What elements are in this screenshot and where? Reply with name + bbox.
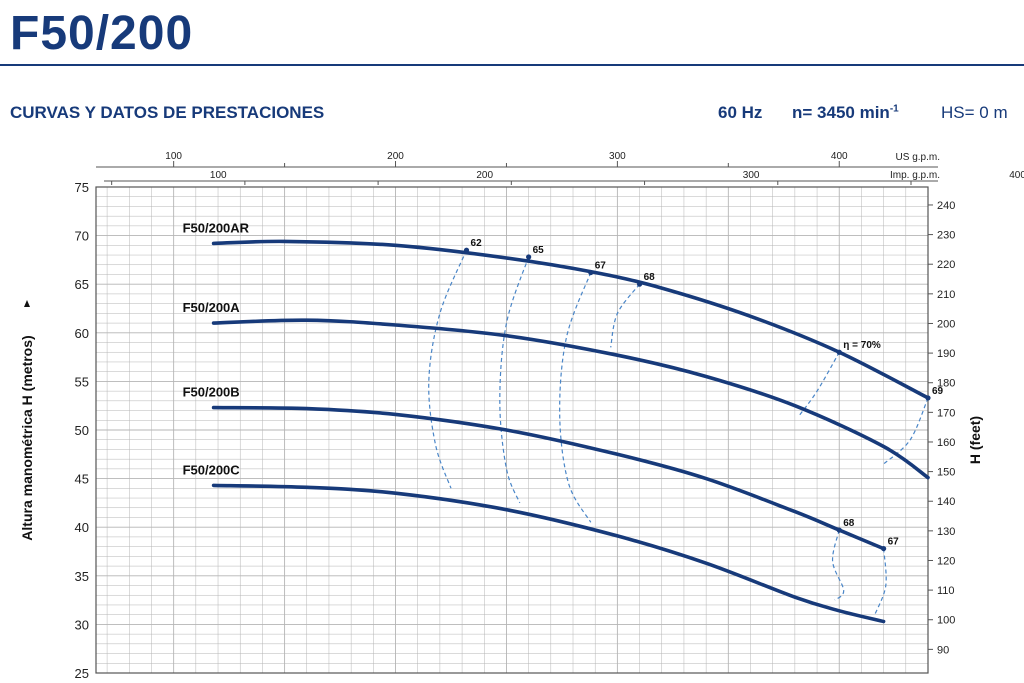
curve-label: F50/200AR — [183, 220, 250, 235]
suction-head-label: HS= 0 m — [941, 103, 1008, 122]
top-tick-label-us: 100 — [165, 151, 182, 162]
right-tick-label: 180 — [937, 378, 955, 390]
right-tick-label: 230 — [937, 230, 955, 242]
y-axis-label: Altura manométrica H (metros) — [19, 335, 35, 541]
efficiency-curve-5 — [883, 397, 929, 465]
efficiency-curve-4 — [798, 351, 840, 416]
right-tick-label: 240 — [937, 200, 955, 212]
right-tick-label: 90 — [937, 644, 949, 656]
y-tick-label: 45 — [75, 472, 89, 487]
page-title: F50/200 — [10, 7, 194, 60]
pump-curve-f50-200c — [211, 483, 886, 624]
plot-frame — [95, 186, 929, 674]
pump-curve-f50-200b — [211, 405, 886, 551]
section-subtitle: CURVAS Y DATOS DE PRESTACIONES — [10, 103, 325, 122]
right-axis-label: H (feet) — [967, 415, 983, 465]
top-tick-label-imp: 100 — [210, 170, 227, 181]
efficiency-label: 62 — [471, 238, 483, 249]
top-axis-unit-us: US g.p.m. — [896, 152, 940, 163]
curve-label: F50/200B — [183, 385, 240, 400]
right-tick-label: 110 — [937, 585, 955, 597]
y-tick-label: 30 — [75, 617, 89, 632]
y-tick-label: 40 — [75, 520, 89, 535]
y-tick-label: 50 — [75, 423, 89, 438]
top-tick-label-us: 300 — [609, 151, 626, 162]
speed-value: n= 3450 min — [792, 103, 890, 122]
right-tick-label: 150 — [937, 467, 955, 479]
right-tick-label: 220 — [937, 259, 955, 271]
right-tick-label: 200 — [937, 318, 955, 330]
frequency-label: 60 Hz — [718, 103, 763, 122]
efficiency-label: 65 — [533, 245, 545, 256]
efficiency-curve-1 — [499, 256, 530, 504]
right-tick-label: 130 — [937, 526, 955, 538]
right-tick-label: 160 — [937, 437, 955, 449]
top-axis-unit-imp: Imp. g.p.m. — [890, 170, 940, 181]
efficiency-label: 68 — [644, 272, 656, 283]
y-tick-label: 55 — [75, 374, 89, 389]
efficiency-point — [526, 254, 532, 260]
y-tick-label: 60 — [75, 326, 89, 341]
top-tick-label-imp: 400 — [1009, 170, 1024, 181]
y-tick-label: 75 — [75, 180, 89, 195]
top-tick-label-imp: 200 — [476, 170, 493, 181]
efficiency-curve-6 — [831, 529, 845, 601]
speed-label: n= 3450 min-1 — [792, 103, 899, 123]
curve-label: F50/200A — [183, 300, 241, 315]
y-tick-label: 70 — [75, 229, 89, 244]
efficiency-label: 67 — [888, 537, 900, 548]
right-tick-label: 210 — [937, 289, 955, 301]
curve-label: F50/200C — [183, 462, 241, 477]
top-tick-label-imp: 300 — [743, 170, 760, 181]
title-divider — [0, 64, 1024, 66]
speed-exponent: -1 — [889, 103, 899, 115]
y-tick-label: 65 — [75, 277, 89, 292]
right-tick-label: 120 — [937, 555, 955, 567]
right-tick-label: 190 — [937, 348, 955, 360]
efficiency-label: 69 — [932, 386, 944, 397]
top-tick-label-us: 400 — [831, 151, 848, 162]
efficiency-label: 67 — [595, 261, 607, 272]
right-tick-label: 100 — [937, 615, 955, 627]
pump-curve-f50-200ar — [211, 239, 930, 400]
y-tick-label: 35 — [75, 569, 89, 584]
right-tick-label: 140 — [937, 496, 955, 508]
efficiency-label: 68 — [843, 518, 855, 529]
y-axis-arrow — [24, 300, 30, 307]
efficiency-curve-7 — [874, 548, 887, 615]
right-tick-label: 170 — [937, 407, 955, 419]
top-tick-label-us: 200 — [387, 151, 404, 162]
pump-curve-f50-200a — [211, 318, 930, 480]
efficiency-label: η = 70% — [843, 340, 881, 351]
efficiency-curve-0 — [428, 249, 468, 489]
y-tick-label: 25 — [75, 666, 89, 681]
efficiency-curve-3 — [610, 283, 641, 348]
efficiency-curve-2 — [559, 272, 592, 523]
